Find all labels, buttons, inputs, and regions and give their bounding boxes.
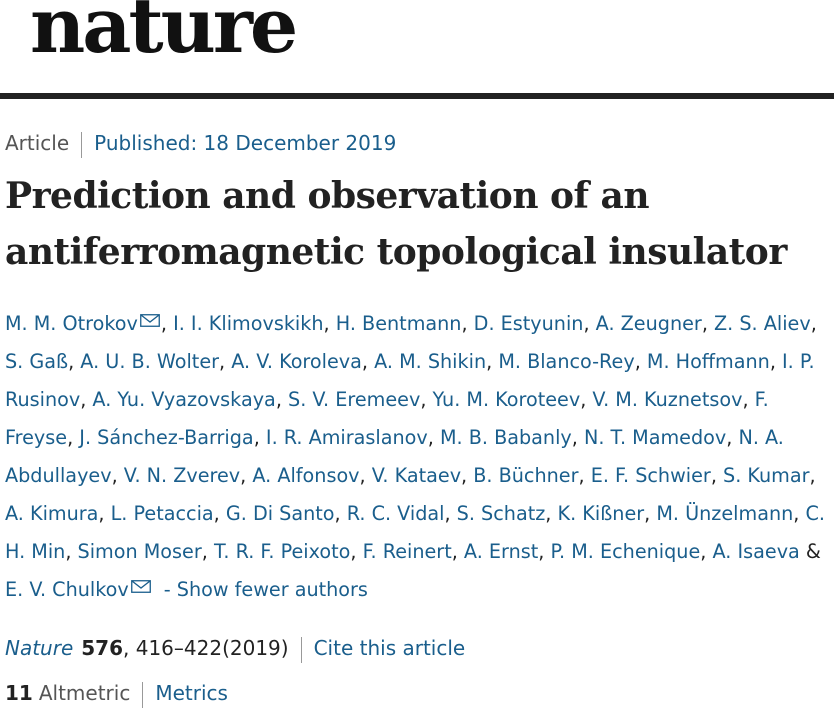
author-link[interactable]: C. H. Min [5,502,825,563]
author-link[interactable]: A. Alfonsov [252,464,360,487]
author-link[interactable]: A. Ernst [463,540,539,563]
author-link[interactable]: I. I. Klimovskikh [173,312,324,335]
author-link[interactable]: S. Gaß [5,350,69,373]
author-link[interactable]: Yu. M. Koroteev [432,388,581,411]
author-link[interactable]: N. T. Mamedov [583,426,727,449]
header-rule [0,93,834,99]
journal-name: Nature [5,636,74,660]
meta-divider [81,131,83,158]
author-link[interactable]: Z. S. Aliev [714,312,811,335]
envelope-icon[interactable] [130,580,151,593]
author-link[interactable]: M. B. Babanly [439,426,572,449]
author-link[interactable]: M. Hoffmann [646,350,770,373]
author-link[interactable]: A. Kimura [5,502,99,525]
altmetric-count: 11 [5,681,33,705]
page-range: , 416–422(2019) [123,636,289,660]
author-link[interactable]: G. Di Santo [225,502,335,525]
author-link[interactable]: K. Kißner [557,502,645,525]
article-type: Article [5,131,70,155]
author-link[interactable]: V. N. Zverev [123,464,241,487]
author-link[interactable]: H. Bentmann [335,312,462,335]
author-link[interactable]: F. Reinert [362,540,452,563]
show-fewer-authors-link[interactable]: - Show fewer authors [163,578,368,601]
author-link[interactable]: E. V. Chulkov [5,578,129,601]
altmetric-label: Altmetric [38,681,131,705]
envelope-icon[interactable] [139,314,160,327]
metrics-divider [142,681,144,708]
cite-article-link[interactable]: Cite this article [313,636,466,660]
author-link[interactable]: B. Büchner [473,464,579,487]
author-link[interactable]: A. Zeugner [595,312,702,335]
author-link[interactable]: A. M. Shikin [374,350,487,373]
volume-number: 576 [81,636,124,660]
nature-logo[interactable]: nature [30,0,298,70]
author-link[interactable]: I. R. Amiraslanov [265,426,428,449]
author-link[interactable]: P. M. Echenique [550,540,701,563]
author-link[interactable]: S. V. Eremeev [288,388,421,411]
author-link[interactable]: T. R. F. Peixoto [213,540,351,563]
author-list: M. M. Otrokov, I. I. Klimovskikh, H. Ben… [5,312,825,601]
author-link[interactable]: V. M. Kuznetsov [592,388,743,411]
author-link[interactable]: S. Schatz [456,502,546,525]
article-title: Prediction and observation of an antifer… [5,175,787,273]
author-link[interactable]: F. Freyse [5,388,769,449]
author-link[interactable]: A. Isaeva [712,540,800,563]
citation-line: Nature 576, 416–422(2019) Cite this articl… [5,634,465,663]
author-link[interactable]: S. Kumar [723,464,810,487]
author-link[interactable]: E. F. Schwier [590,464,711,487]
author-link[interactable]: D. Estyunin [473,312,584,335]
author-link[interactable]: L. Petaccia [110,502,214,525]
author-link[interactable]: A. Yu. Vyazovskaya [92,388,276,411]
metrics-line: 11 Altmetric Metrics [5,679,228,708]
author-link[interactable]: N. A. Abdullayev [5,426,784,487]
author-link[interactable]: Simon Moser [77,540,202,563]
author-link[interactable]: J. Sánchez-Barriga [79,426,254,449]
author-link[interactable]: M. Ünzelmann [656,502,794,525]
author-link[interactable]: I. P. Rusinov [5,350,815,411]
author-link[interactable]: V. Kataev [371,464,462,487]
citation-divider [300,636,302,663]
author-link[interactable]: M. Blanco-Rey [498,350,635,373]
author-link[interactable]: M. M. Otrokov [5,312,138,335]
author-link[interactable]: A. V. Koroleva [231,350,362,373]
author-link[interactable]: A. U. B. Wolter [80,350,220,373]
author-link[interactable]: R. C. Vidal [346,502,445,525]
published-date: Published: 18 December 2019 [94,131,397,155]
article-meta: Article Published: 18 December 2019 [5,130,396,158]
metrics-link[interactable]: Metrics [155,681,228,705]
